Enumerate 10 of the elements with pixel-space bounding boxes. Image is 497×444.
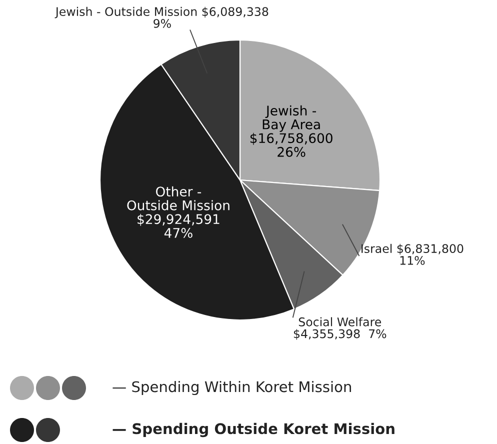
data-label: $4,355,398 7% [294, 329, 386, 340]
slice-label: Social Welfare [298, 317, 382, 326]
text: — Spending Outside Koret Mission [112, 422, 394, 438]
slice-label: Jewish - Outside Mission $6,089,338 9% [54, 6, 268, 28]
slice-label: Jewish - Bay Area [262, 105, 320, 132]
text: — Spending Within Koret Mission [112, 380, 351, 396]
slice-label: Israel $6,831,800 11% [362, 244, 464, 265]
data-label: $29,924,591 47% [138, 214, 220, 238]
data-label: $16,758,600 26% [250, 132, 332, 157]
slice-label: Other - Outside Mission [127, 186, 230, 210]
